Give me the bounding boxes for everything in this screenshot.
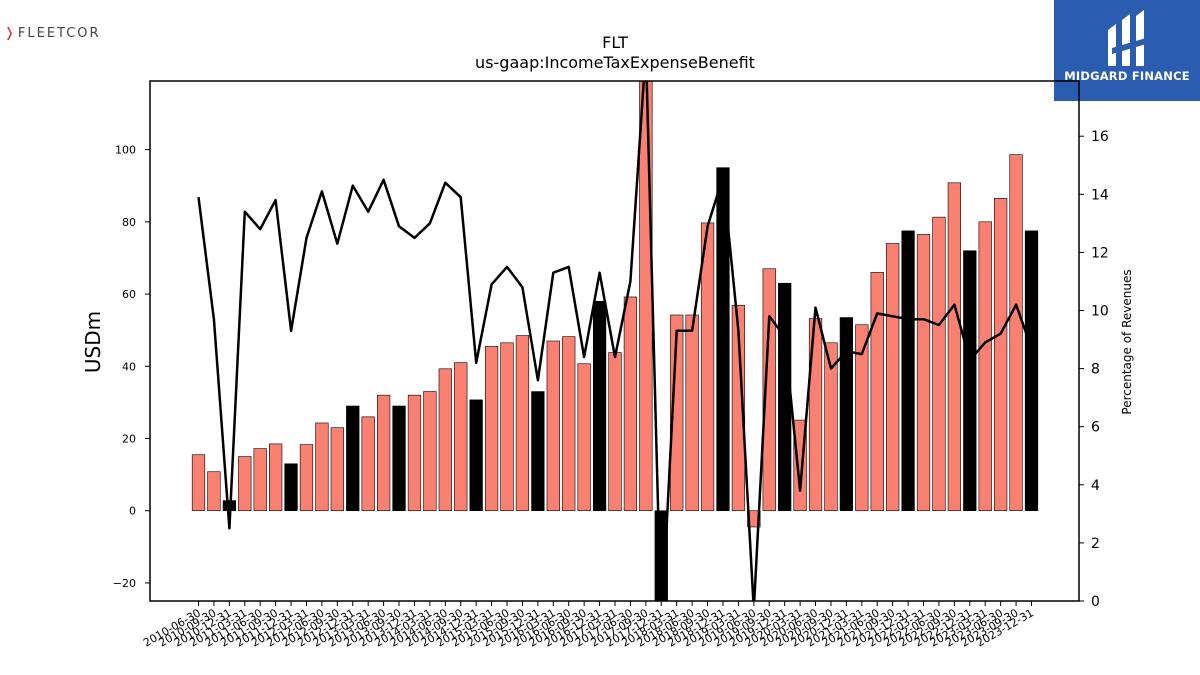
y-tick-label: 20 [122, 433, 136, 446]
bar-2016-09-30 [577, 363, 591, 512]
bar-2012-09-30 [330, 427, 344, 512]
chart-subtitle: us-gaap:IncomeTaxExpenseBenefit [475, 53, 755, 72]
bar-2023-03-31 [978, 221, 992, 512]
bar-2015-06-30 [500, 342, 514, 512]
bar-2018-09-30 [700, 222, 715, 512]
y2-tick-label: 0 [1091, 594, 1100, 610]
bar-2023-09-30 [1009, 154, 1023, 512]
chart-title: FLT [602, 33, 628, 52]
y2-tick-label: 10 [1091, 303, 1109, 319]
bar-2019-12-31 [778, 282, 792, 512]
y2-tick-label: 12 [1091, 245, 1109, 261]
bar-2019-03-31 [731, 304, 746, 512]
bar-2016-03-31 [546, 340, 560, 512]
bar-2022-03-31 [916, 234, 931, 512]
bar-2022-06-30 [932, 216, 946, 512]
bar-2016-12-31 [592, 300, 607, 512]
bar-2019-09-30 [762, 268, 776, 512]
bar-2017-06-30 [623, 296, 638, 512]
bar-2021-12-31 [901, 230, 915, 512]
bar-2012-12-31 [346, 405, 360, 512]
bar-2023-12-31 [1024, 230, 1039, 512]
bar-2014-06-30 [438, 368, 452, 512]
y-tick-label: 80 [122, 216, 136, 229]
bar-2021-06-30 [870, 272, 884, 512]
bar-2012-03-31 [299, 444, 314, 512]
bar-2010-06-30 [191, 454, 206, 512]
y2-axis-label: Percentage of Revenues [1120, 269, 1134, 414]
fleetcor-mark-icon: ❭ [4, 26, 15, 41]
bar-2013-12-31 [407, 394, 422, 512]
bar-2022-09-30 [947, 182, 961, 512]
bar-2019-06-30 [747, 510, 761, 528]
y2-tick-label: 14 [1091, 187, 1109, 203]
y-tick-label: 60 [122, 288, 136, 301]
bar-2014-12-31 [469, 399, 483, 512]
revenue-percentage-line [197, 81, 1033, 601]
bar-2021-03-31 [855, 324, 869, 512]
bar-2011-03-31 [238, 456, 252, 512]
bar-2017-09-30 [639, 81, 653, 512]
bar-2014-03-31 [423, 391, 437, 512]
bar-2011-12-31 [284, 463, 298, 512]
bar-2018-06-30 [685, 314, 699, 512]
bar-2018-03-31 [670, 314, 684, 512]
bar-2013-03-31 [361, 416, 375, 512]
company-logo: ❭ FLEETCOR [4, 26, 101, 41]
bar-2018-12-31 [716, 167, 730, 512]
bar-2021-09-30 [886, 243, 900, 512]
bar-2013-06-30 [376, 394, 391, 512]
brand-name: MIDGARD FINANCE [1064, 69, 1190, 83]
company-logo-text: FLEETCOR [17, 26, 101, 41]
y2-tick-label: 6 [1091, 420, 1100, 436]
brand-panel: MIDGARD FINANCE [1054, 0, 1200, 101]
bar-2010-09-30 [207, 471, 221, 512]
bar-2015-12-31 [531, 391, 545, 512]
y-tick-label: 100 [115, 144, 136, 157]
bar-2016-06-30 [562, 336, 576, 512]
y2-tick-label: 16 [1091, 129, 1109, 145]
bar-2014-09-30 [454, 362, 468, 512]
y2-tick-label: 4 [1091, 478, 1100, 494]
y2-tick-label: 8 [1091, 362, 1100, 378]
bar-2020-09-30 [824, 342, 838, 512]
y-tick-label: −20 [113, 577, 136, 590]
bar-2012-06-30 [315, 422, 329, 512]
bar-2017-03-31 [608, 352, 622, 512]
y-tick-label: 40 [122, 360, 136, 373]
y-tick-label: 0 [129, 505, 136, 518]
bar-2013-09-30 [392, 405, 406, 512]
y2-tick-label: 2 [1091, 536, 1100, 552]
midgard-logo-icon [1108, 10, 1146, 66]
y-axis-label: USDm [81, 311, 105, 373]
bar-2023-06-30 [994, 198, 1008, 512]
bar-2020-12-31 [839, 317, 854, 512]
bar-2022-12-31 [963, 250, 977, 512]
bar-2011-09-30 [269, 443, 283, 512]
bar-2011-06-30 [253, 448, 267, 512]
bar-2015-03-31 [484, 346, 499, 512]
bar-2015-09-30 [515, 335, 530, 512]
